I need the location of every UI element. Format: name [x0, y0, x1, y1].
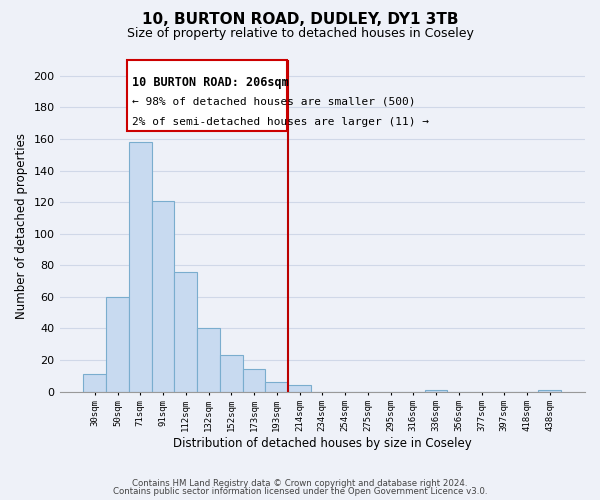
Bar	[106, 297, 129, 392]
Text: 2% of semi-detached houses are larger (11) →: 2% of semi-detached houses are larger (1…	[133, 117, 430, 127]
Bar	[83, 374, 106, 392]
Bar	[288, 385, 311, 392]
FancyBboxPatch shape	[127, 60, 287, 131]
Bar	[425, 390, 448, 392]
Text: 10 BURTON ROAD: 206sqm: 10 BURTON ROAD: 206sqm	[133, 76, 289, 89]
Bar	[152, 200, 175, 392]
Y-axis label: Number of detached properties: Number of detached properties	[15, 133, 28, 319]
Text: Size of property relative to detached houses in Coseley: Size of property relative to detached ho…	[127, 28, 473, 40]
X-axis label: Distribution of detached houses by size in Coseley: Distribution of detached houses by size …	[173, 437, 472, 450]
Bar	[242, 370, 265, 392]
Bar	[538, 390, 561, 392]
Text: Contains public sector information licensed under the Open Government Licence v3: Contains public sector information licen…	[113, 487, 487, 496]
Bar	[175, 272, 197, 392]
Bar	[197, 328, 220, 392]
Bar	[265, 382, 288, 392]
Bar	[129, 142, 152, 392]
Text: ← 98% of detached houses are smaller (500): ← 98% of detached houses are smaller (50…	[133, 96, 416, 106]
Text: 10, BURTON ROAD, DUDLEY, DY1 3TB: 10, BURTON ROAD, DUDLEY, DY1 3TB	[142, 12, 458, 28]
Bar	[220, 355, 242, 392]
Text: Contains HM Land Registry data © Crown copyright and database right 2024.: Contains HM Land Registry data © Crown c…	[132, 478, 468, 488]
